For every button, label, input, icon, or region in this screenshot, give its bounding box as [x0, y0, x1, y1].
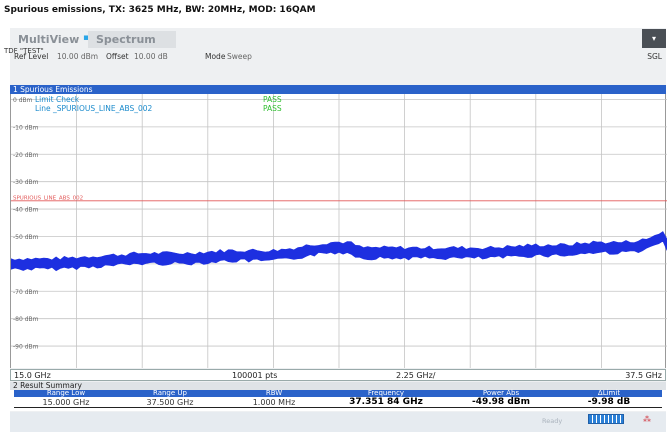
trace-point	[662, 235, 664, 238]
x-axis-footer: 15.0 GHz 100001 pts 2.25 GHz/ 37.5 GHz	[10, 369, 666, 381]
table-row[interactable]: 15.000 GHz 37.500 GHz 1.000 MHz 37.351 8…	[14, 397, 662, 408]
trace-point	[97, 260, 100, 262]
warning-icon[interactable]: ⁂	[643, 415, 651, 424]
trace-group	[11, 231, 667, 272]
spectrum-plot: 0 dBm -10 dBm -20 dBm -30 dBm -40 dBm -50 dBm…	[11, 94, 667, 368]
trace-point	[229, 255, 231, 257]
trace-point	[11, 263, 12, 265]
offset-value[interactable]: 10.00 dB	[134, 52, 168, 61]
tab-spectrum[interactable]: Spectrum	[88, 31, 176, 48]
x-stop-label: 37.5 GHz	[625, 371, 662, 380]
mode-label: Mode	[205, 52, 226, 61]
cell-delta-limit: -9.98 dB	[587, 397, 631, 407]
x-start-label: 15.0 GHz	[14, 371, 51, 380]
y-tick-label: -40 dBm	[13, 207, 39, 214]
progress-indicator	[588, 414, 624, 424]
offset-label: Offset	[106, 52, 129, 61]
cell-rbw: 1.000 MHz	[252, 398, 296, 407]
limit-check-result: PASS	[263, 95, 282, 104]
col-rbw: RBW	[265, 389, 283, 397]
window-title[interactable]: 1 Spurious Emissions	[10, 85, 666, 94]
trace-point	[535, 249, 537, 251]
cell-range-up: 37.500 GHz	[146, 398, 194, 407]
cell-power-abs: -49.98 dBm	[471, 397, 531, 407]
cell-frequency: 37.351 84 GHz	[349, 397, 423, 407]
limit-line-label: Line _SPURIOUS_LINE_ABS_002	[35, 104, 153, 113]
y-tick-label: -50 dBm	[13, 234, 39, 241]
y-tick-label: 0 dBm	[13, 97, 33, 104]
trace-point	[141, 257, 143, 259]
tab-close-icon[interactable]: ▪	[83, 33, 90, 43]
trace-point	[331, 246, 333, 249]
trace-point	[307, 249, 309, 251]
tab-multiview[interactable]: MultiView	[18, 33, 80, 46]
result-summary-table: Range Low Range Up RBW Frequency Power A…	[10, 390, 666, 411]
trace-point	[54, 263, 56, 265]
result-table-header: Range Low Range Up RBW Frequency Power A…	[14, 390, 662, 397]
trace-point	[348, 246, 350, 249]
cell-range-low: 15.000 GHz	[42, 398, 90, 407]
spectrum-chart[interactable]: 0 dBm -10 dBm -20 dBm -30 dBm -40 dBm -50 dBm…	[10, 94, 667, 368]
measurement-title: Spurious emissions, TX: 3625 MHz, BW: 20…	[4, 5, 316, 15]
y-tick-labels: 0 dBm -10 dBm -20 dBm -30 dBm -40 dBm -50 dBm…	[13, 97, 39, 351]
trace-point	[296, 252, 298, 254]
sgl-indicator[interactable]: SGL	[647, 52, 662, 61]
status-ready: Ready	[542, 417, 563, 425]
grid	[11, 94, 667, 368]
limit-check-label: Limit Check	[35, 95, 80, 104]
trace-point	[404, 252, 406, 254]
col-frequency: Frequency	[367, 389, 405, 397]
x-points-label: 100001 pts	[232, 371, 278, 380]
ref-level-value[interactable]: 10.00 dBm	[57, 52, 99, 61]
trace-point	[564, 249, 566, 251]
limit-line-tag: SPURIOUS_LINE_ABS_002	[13, 195, 83, 201]
mode-value[interactable]: Sweep	[227, 52, 252, 61]
col-delta-limit: ΔLimit	[597, 389, 621, 397]
y-tick-label: -20 dBm	[13, 152, 39, 159]
col-range-low: Range Low	[46, 389, 86, 397]
col-range-up: Range Up	[153, 389, 187, 397]
trace-point	[185, 257, 187, 259]
tab-bar: MultiView ▪ Spectrum ▾	[10, 28, 666, 50]
trace-point	[622, 246, 624, 249]
ref-level-label: Ref Level	[14, 52, 49, 61]
spectrum-trace	[11, 231, 667, 272]
limit-check-overlay: Limit Check PASS Line _SPURIOUS_LINE_ABS…	[35, 95, 282, 113]
trace-point	[593, 246, 595, 249]
trace-point	[491, 252, 493, 254]
limit-line-result: PASS	[263, 104, 282, 113]
y-tick-label: -90 dBm	[13, 344, 39, 351]
result-summary-title[interactable]: 2 Result Summary	[10, 382, 666, 390]
trace-point	[666, 244, 667, 246]
y-tick-label: -70 dBm	[13, 289, 39, 296]
trace-point	[272, 255, 274, 257]
trace-point	[360, 252, 362, 254]
trace-point	[645, 244, 648, 246]
status-bar: Ready ⁂	[10, 412, 666, 432]
tdf-label: TDF "TEST"	[4, 47, 44, 55]
x-step-label: 2.25 GHz/	[396, 371, 436, 380]
y-tick-label: -10 dBm	[13, 124, 39, 131]
y-tick-label: -30 dBm	[13, 179, 39, 186]
col-power-abs: Power Abs	[482, 389, 520, 397]
chevron-down-icon[interactable]: ▾	[642, 29, 666, 48]
limit-line-group: SPURIOUS_LINE_ABS_002	[11, 195, 667, 201]
trace-point	[447, 252, 449, 254]
settings-infobar: Ref Level 10.00 dBm Offset 10.00 dB Mode…	[10, 50, 666, 64]
y-tick-label: -80 dBm	[13, 316, 39, 323]
